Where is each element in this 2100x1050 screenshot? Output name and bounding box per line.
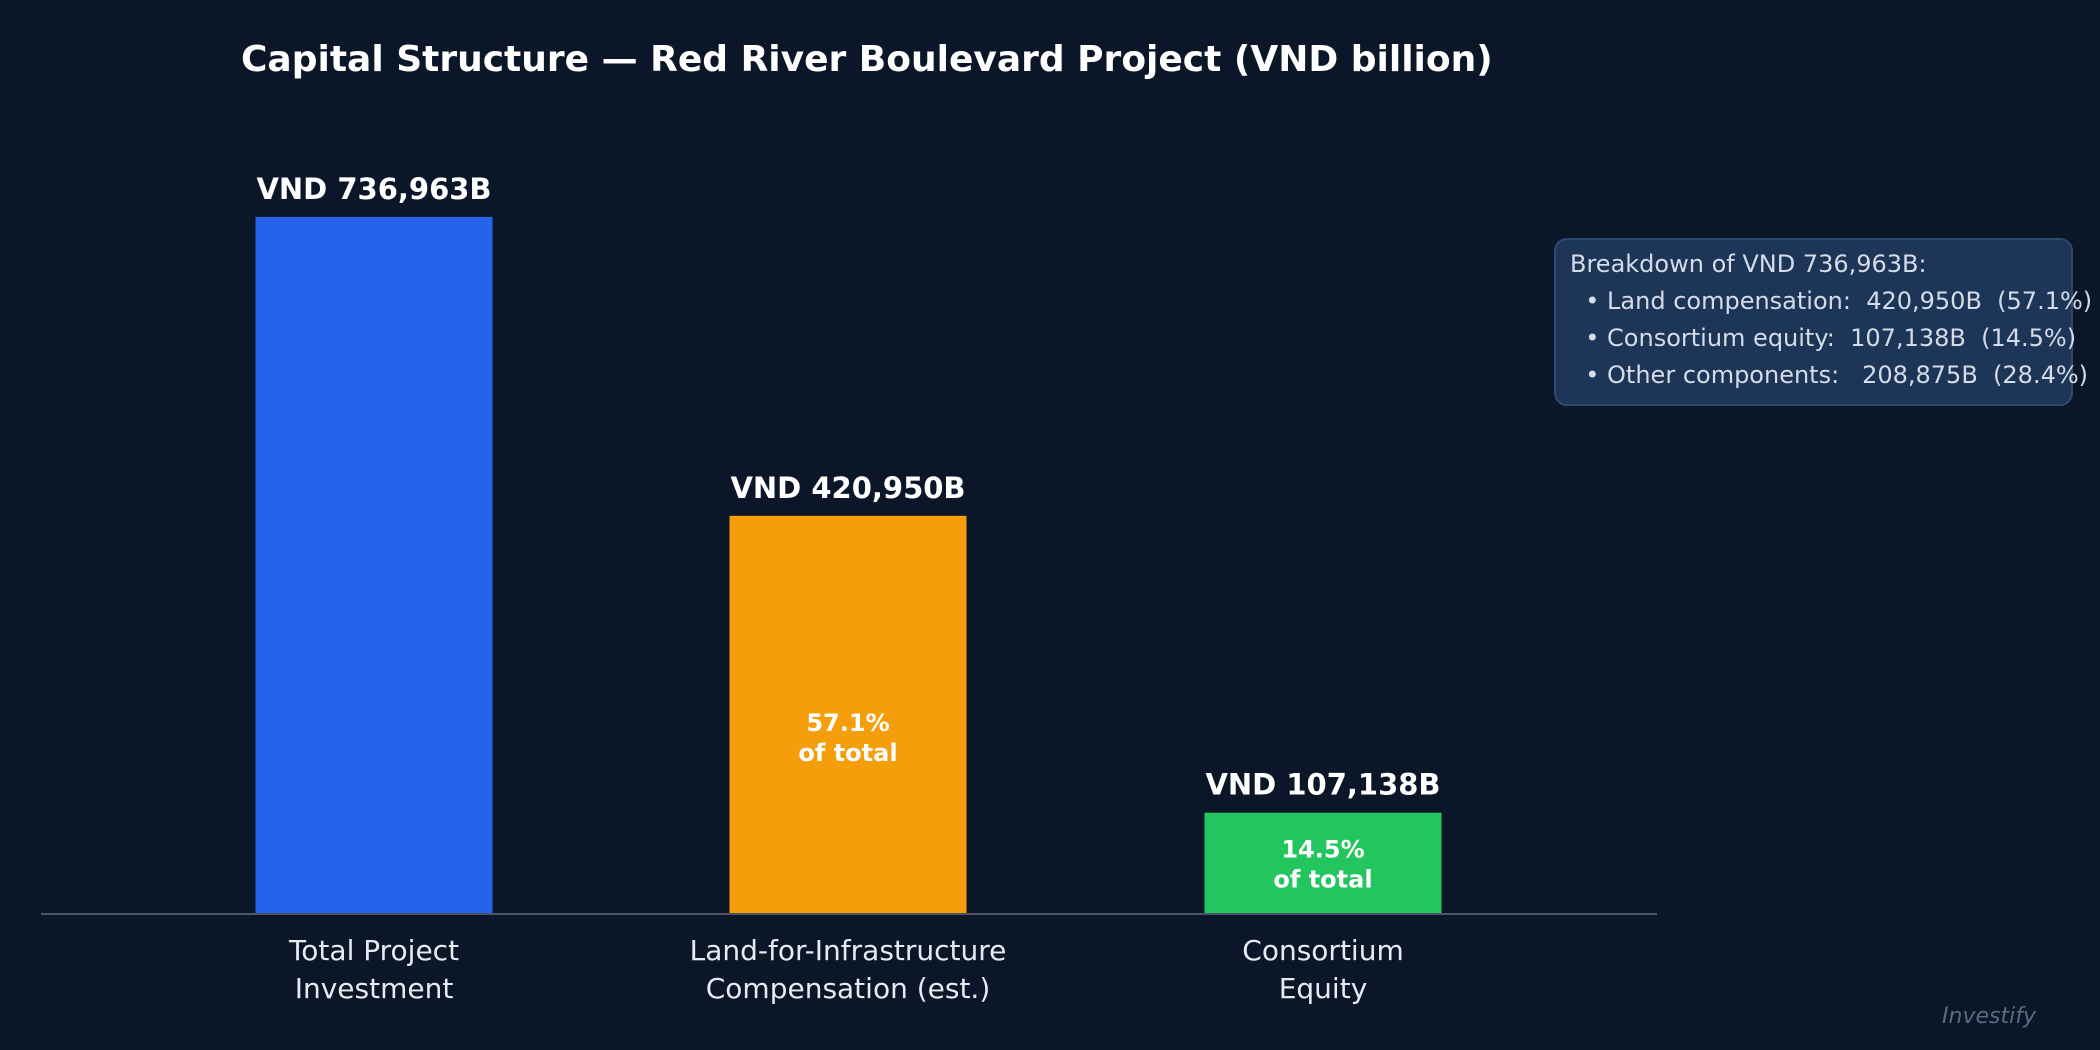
bars-layer: VND 736,963B VND 420,950B 57.1% of total VND… bbox=[255, 172, 1442, 915]
bar-2 bbox=[729, 515, 967, 914]
x-tick-label-3: Consortium Equity bbox=[1242, 934, 1403, 1005]
breakdown-annotation: Breakdown of VND 736,963B: • Land compen… bbox=[1554, 238, 2092, 406]
annotation-line-1: Breakdown of VND 736,963B: bbox=[1570, 250, 1927, 278]
x-tick-label-2: Land-for-Infrastructure Compensation (est… bbox=[690, 934, 1007, 1005]
bar-share-label-3: 14.5% of total bbox=[1273, 835, 1372, 893]
chart-title: Capital Structure — Red River Boulevard … bbox=[241, 39, 1493, 80]
bar-3 bbox=[1204, 812, 1442, 914]
annotation-line-2: • Land compensation: 420,950B (57.1%) bbox=[1570, 287, 2092, 315]
annotation-line-4: • Other components: 208,875B (28.4%) bbox=[1570, 361, 2088, 389]
x-tick-label-1: Total Project Investment bbox=[288, 934, 459, 1005]
bar-share-label-2: 57.1% of total bbox=[798, 709, 897, 767]
x-tick-labels: Total Project Investment Land-for-Infrastr… bbox=[288, 934, 1404, 1005]
bar-value-label-1: VND 736,963B bbox=[256, 172, 491, 206]
watermark: Investify bbox=[1942, 1004, 2037, 1029]
annotation-background bbox=[1554, 238, 2073, 406]
annotation-line-3: • Consortium equity: 107,138B (14.5%) bbox=[1570, 324, 2076, 352]
bar-value-label-2: VND 420,950B bbox=[730, 471, 965, 505]
annotation-lines: Breakdown of VND 736,963B: • Land compen… bbox=[1570, 250, 2092, 389]
bar-1 bbox=[255, 216, 493, 915]
bar-value-label-3: VND 107,138B bbox=[1205, 768, 1440, 802]
